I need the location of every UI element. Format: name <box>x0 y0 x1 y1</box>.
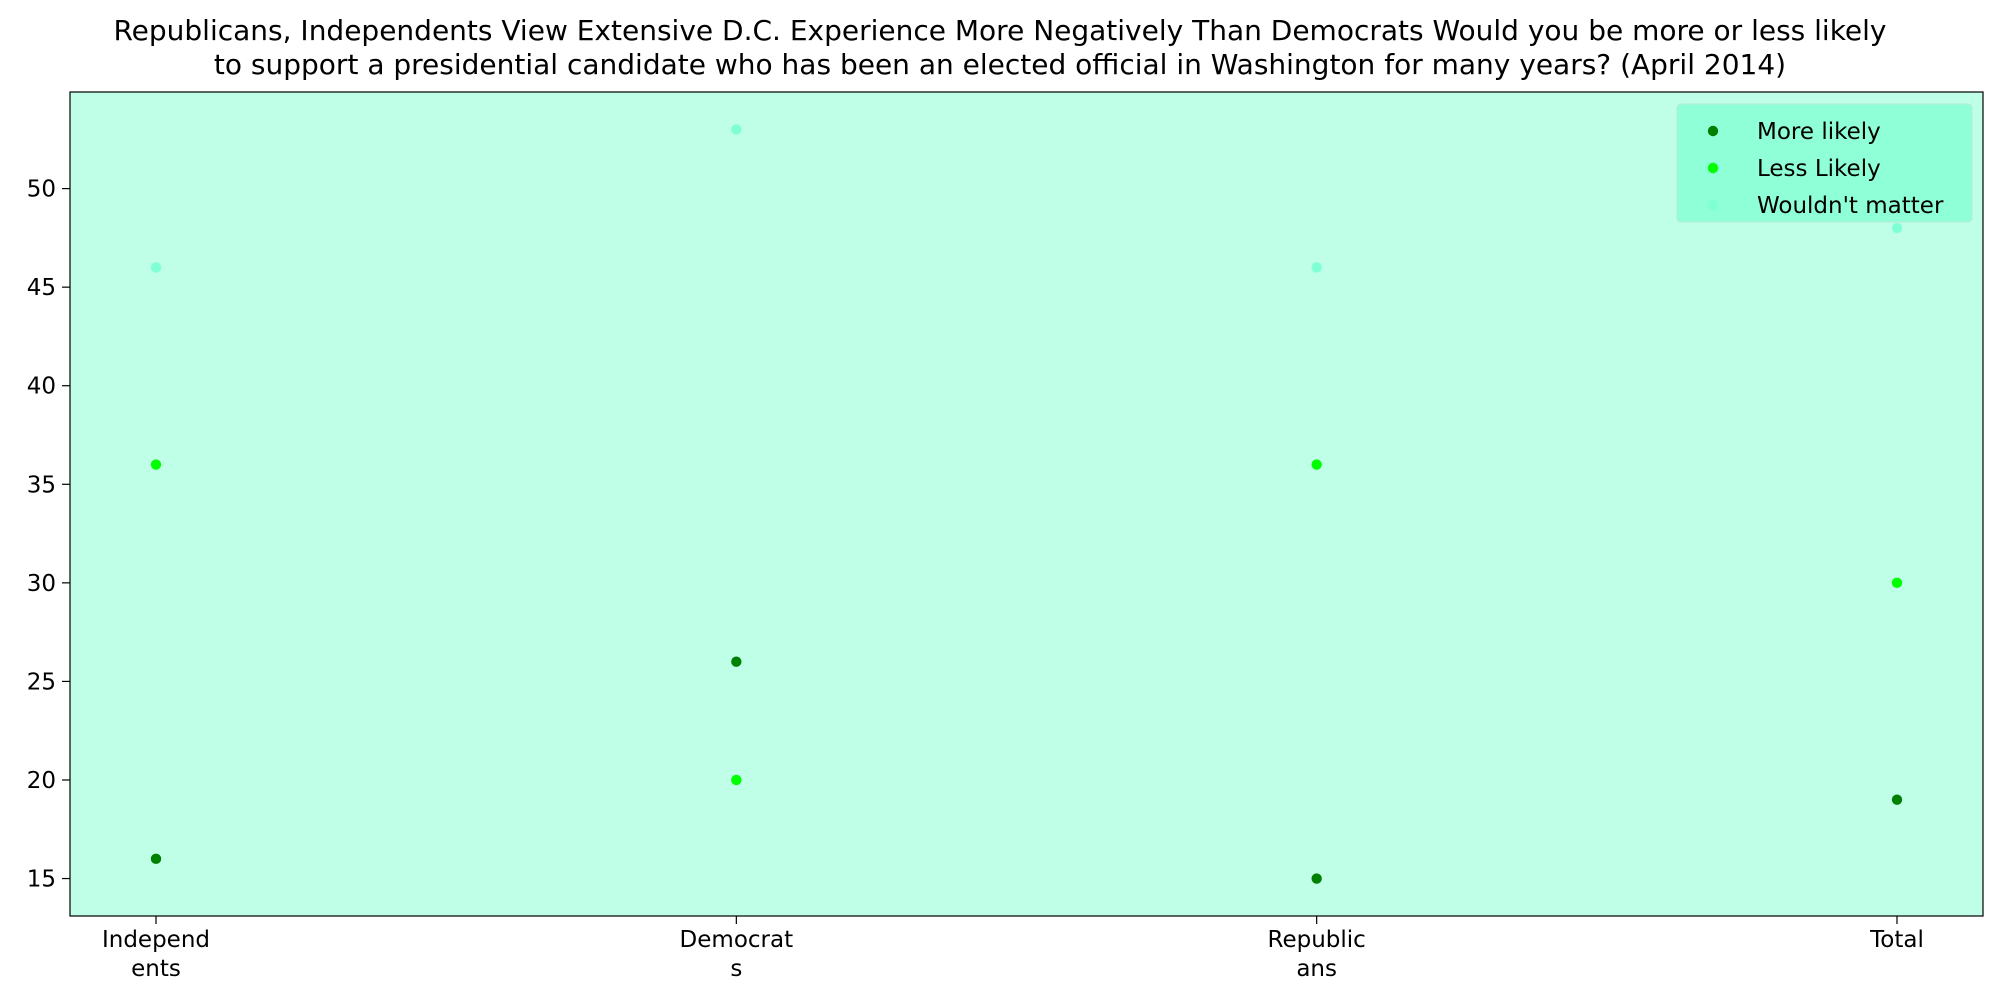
y-tick-label: 40 <box>27 374 56 400</box>
legend-label: More likely <box>1757 119 1881 145</box>
legend-label: Less Likely <box>1757 156 1881 182</box>
y-tick-label: 25 <box>27 669 56 695</box>
legend: More likely Less Likely Wouldn't matter <box>1676 103 1973 223</box>
data-point <box>1311 873 1322 884</box>
data-points <box>150 124 1903 884</box>
data-point <box>150 459 162 470</box>
y-axis: 15 20 25 30 35 40 45 50 <box>27 177 70 893</box>
data-point <box>1891 794 1903 805</box>
plot-area <box>70 92 1983 916</box>
plot-frame <box>69 91 1984 917</box>
y-tick-label: 50 <box>27 177 56 203</box>
data-point <box>731 124 742 135</box>
chart-title-line: Republicans, Independents View Extensive… <box>113 14 1886 47</box>
chart-title: Republicans, Independents View Extensive… <box>113 14 1886 81</box>
data-point <box>731 656 742 667</box>
data-point <box>1891 222 1903 234</box>
data-point <box>1311 459 1322 470</box>
legend-box <box>1676 103 1973 223</box>
chart-title-line: to support a presidential candidate who … <box>214 48 1786 81</box>
data-point <box>150 262 162 273</box>
legend-marker <box>1707 162 1719 174</box>
legend-label: Wouldn't matter <box>1757 193 1944 219</box>
x-axis: Independ ents Democrat s Republic ans Total <box>102 916 1924 982</box>
x-tick-label: Democrat s <box>680 927 794 982</box>
data-point <box>1311 262 1322 273</box>
y-tick-label: 45 <box>27 275 56 301</box>
y-tick-label: 15 <box>27 867 56 893</box>
x-tick-label: Republic ans <box>1268 927 1366 982</box>
legend-marker <box>1707 199 1719 211</box>
y-tick-label: 20 <box>27 768 56 794</box>
data-point <box>1891 577 1903 589</box>
legend-marker <box>1707 125 1719 137</box>
x-tick-label: Independ ents <box>102 927 210 982</box>
x-tick-label: Total <box>1869 927 1924 953</box>
data-point <box>150 853 162 865</box>
y-tick-label: 35 <box>27 472 56 498</box>
y-tick-label: 30 <box>27 571 56 597</box>
data-point <box>731 774 742 786</box>
